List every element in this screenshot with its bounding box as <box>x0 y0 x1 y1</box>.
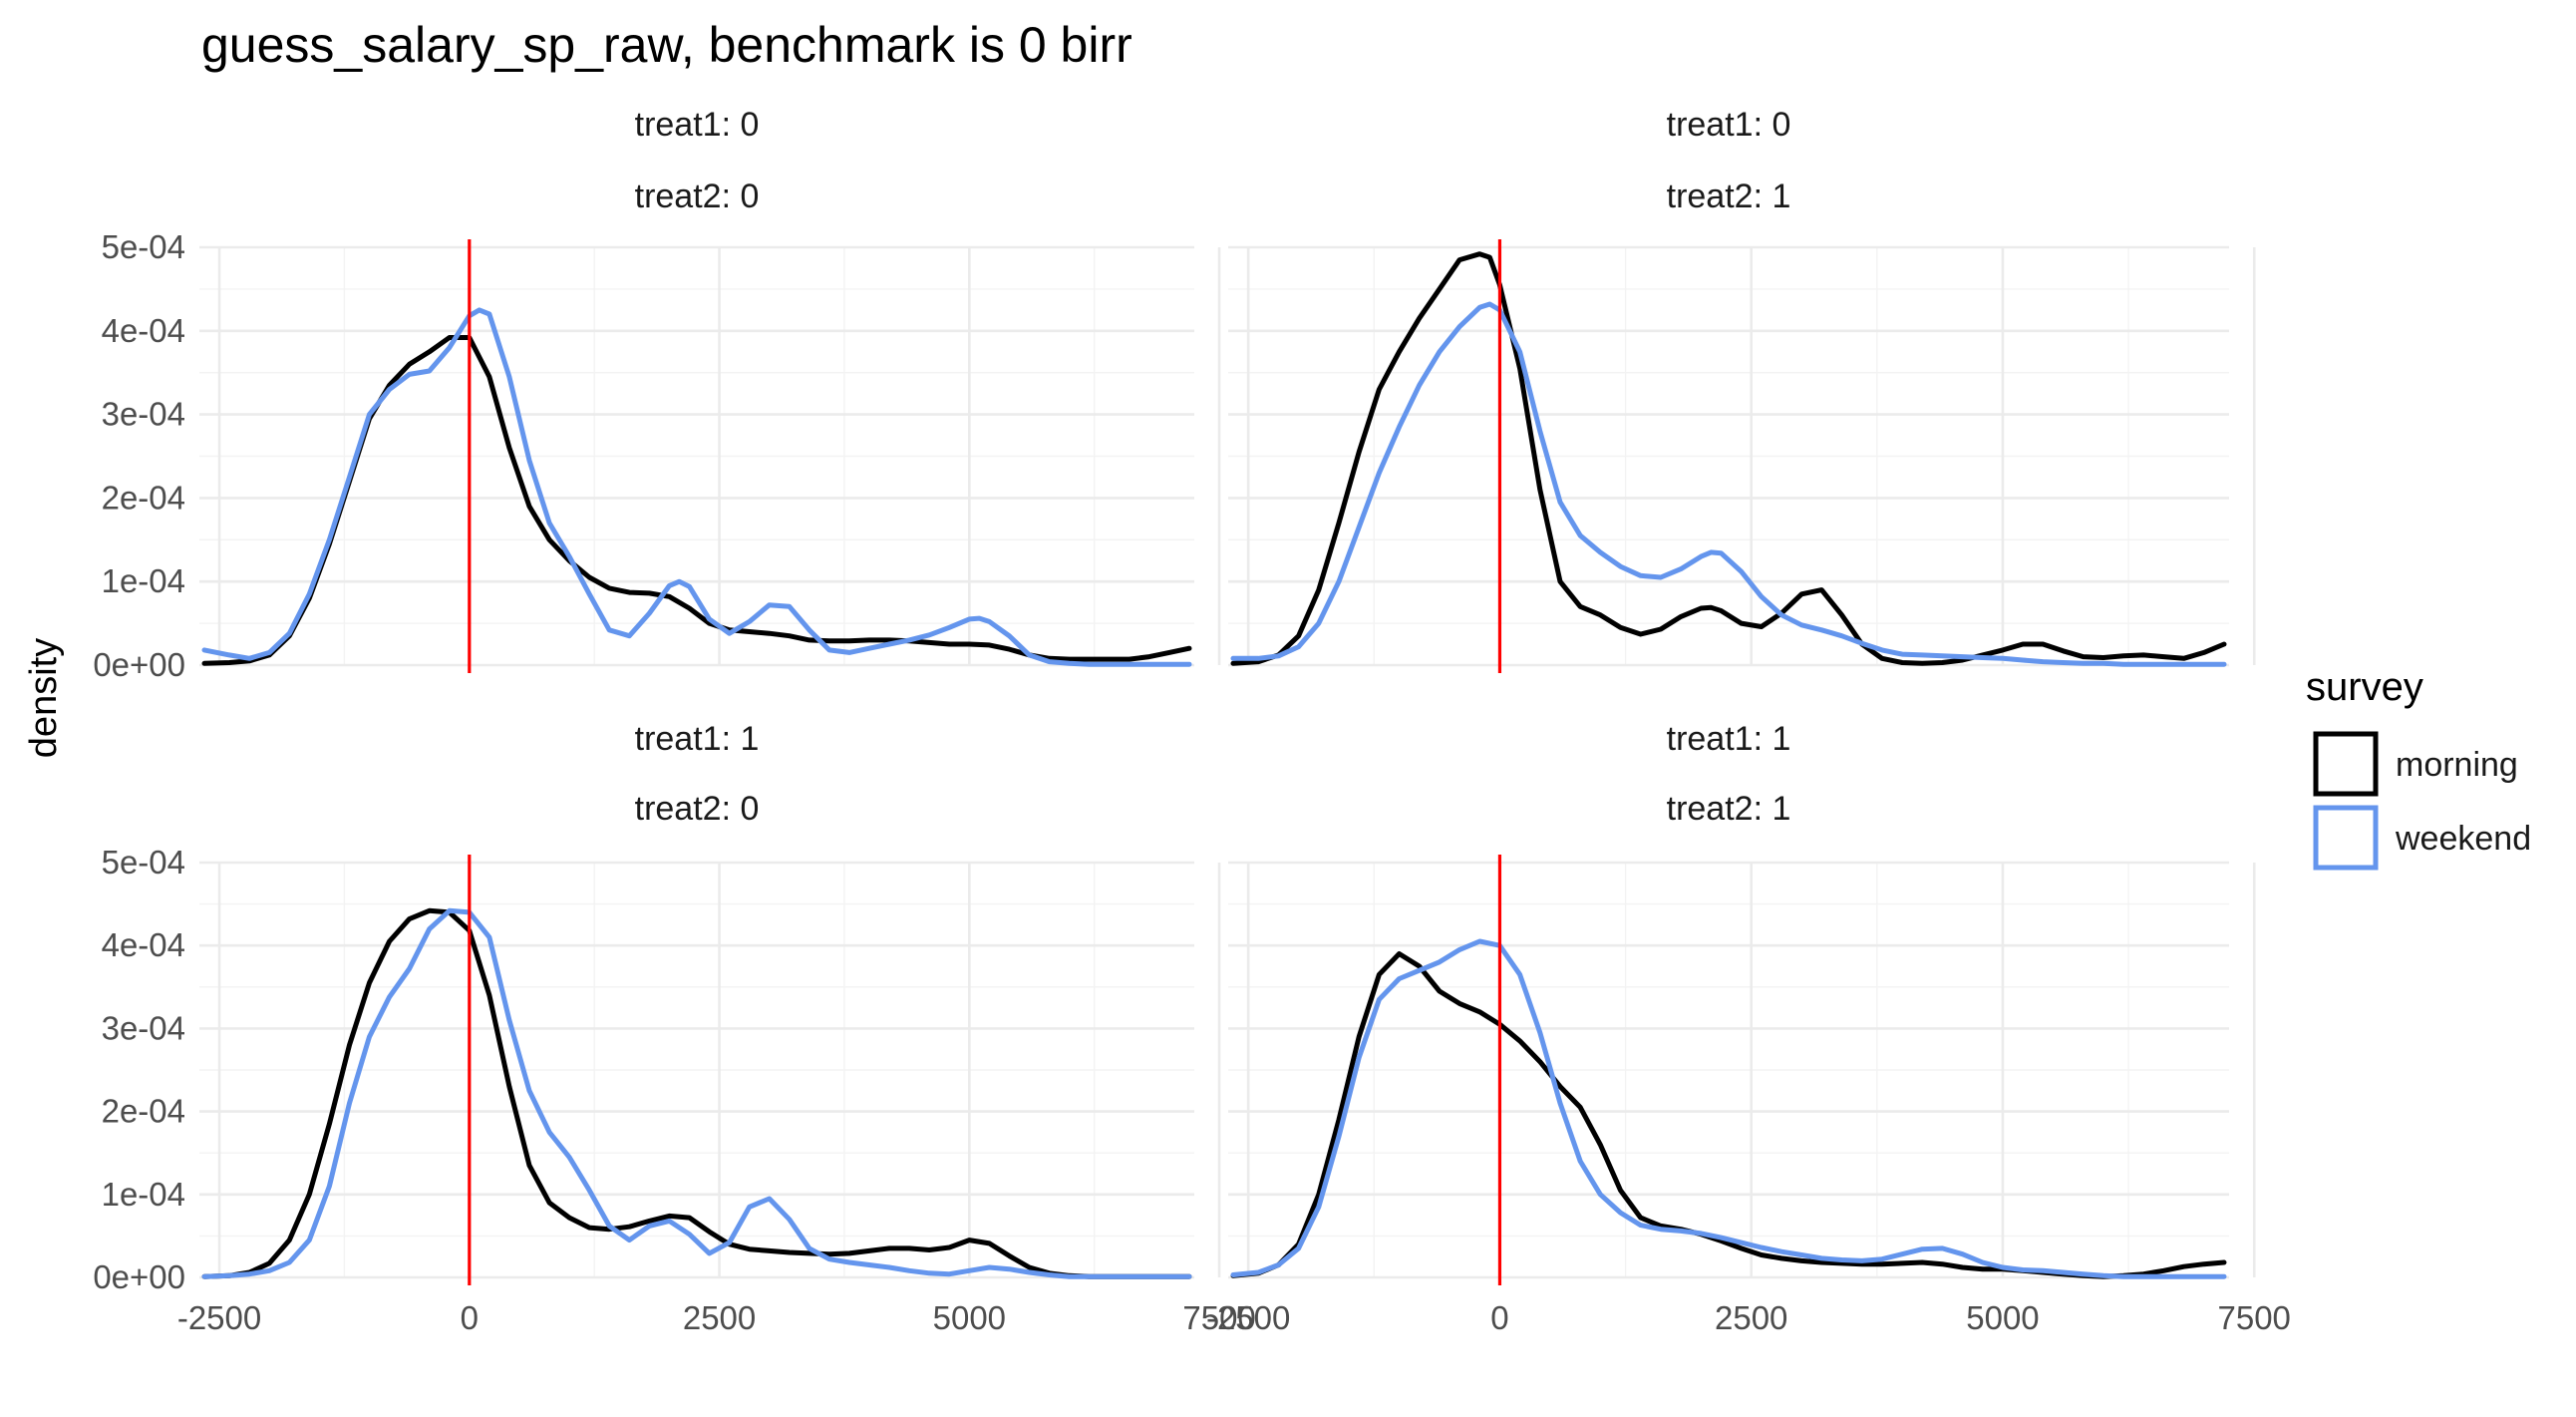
legend-label-morning: morning <box>2396 746 2518 784</box>
y-tick-label: 2e-04 <box>102 479 185 516</box>
x-tick-label: -2500 <box>177 1299 261 1336</box>
facet-strip-label: treat2: 0 <box>635 790 760 828</box>
y-tick-label: 1e-04 <box>102 1176 185 1213</box>
x-tick-label: -2500 <box>1206 1299 1290 1336</box>
facet-panels: treat1: 0 treat2: 0 0e+00 1e-04 2e-04 3e-04 4e… <box>93 106 2291 1336</box>
y-tick-label: 3e-04 <box>102 396 185 433</box>
legend-key-morning <box>2313 731 2379 797</box>
x-tick-label: 2500 <box>683 1299 756 1336</box>
legend: survey morning weekend <box>2306 665 2531 871</box>
density-line-weekend <box>1230 301 2227 667</box>
facet-strip-label: treat1: 0 <box>635 106 760 144</box>
y-tick-label: 0e+00 <box>93 646 185 683</box>
y-tick-label: 0e+00 <box>93 1258 185 1295</box>
density-line-weekend <box>201 907 1192 1279</box>
density-line-weekend <box>201 307 1192 667</box>
facet-strip-label: treat1: 0 <box>1667 106 1791 144</box>
facet-strip-label: treat1: 1 <box>635 720 760 758</box>
x-tick-label: 0 <box>461 1299 479 1336</box>
density-line-morning <box>201 907 1192 1279</box>
facet-strip-label: treat1: 1 <box>1667 720 1791 758</box>
facet-strip-label: treat2: 1 <box>1667 177 1791 215</box>
y-tick-label: 5e-04 <box>102 228 185 265</box>
facet-panel: treat1: 1 treat2: 1 -2500 0 2500 5000 7500 <box>1206 720 2291 1336</box>
x-tick-label: 7500 <box>1182 1299 1255 1336</box>
y-tick-label: 3e-04 <box>102 1009 185 1046</box>
y-tick-label: 4e-04 <box>102 312 185 349</box>
legend-key-weekend <box>2313 805 2379 871</box>
facet-strip-label: treat2: 0 <box>635 177 760 215</box>
x-tick-label: 2500 <box>1715 1299 1787 1336</box>
legend-label-weekend: weekend <box>2395 820 2531 858</box>
x-tick-label: 5000 <box>1966 1299 2039 1336</box>
density-line-morning <box>1230 251 2227 666</box>
x-tick-label: 5000 <box>933 1299 1006 1336</box>
x-tick-label: 7500 <box>2218 1299 2291 1336</box>
facet-strip-label: treat2: 1 <box>1667 790 1791 828</box>
density-line-weekend <box>1230 938 2227 1279</box>
facet-panel: treat1: 0 treat2: 1 <box>1228 106 2256 673</box>
y-axis-title: density <box>23 638 65 758</box>
legend-title: survey <box>2306 665 2423 709</box>
facet-panel: treat1: 0 treat2: 0 0e+00 1e-04 2e-04 3e-04 4e… <box>93 106 1221 683</box>
facet-panel: treat1: 1 treat2: 0 0e+00 1e-04 2e-04 3e-04 4e… <box>93 720 1255 1336</box>
x-tick-label: 0 <box>1490 1299 1508 1336</box>
y-tick-label: 4e-04 <box>102 926 185 963</box>
y-tick-label: 2e-04 <box>102 1093 185 1130</box>
y-tick-label: 1e-04 <box>102 562 185 599</box>
chart-title: guess_salary_sp_raw, benchmark is 0 birr <box>201 17 1132 73</box>
y-tick-label: 5e-04 <box>102 844 185 881</box>
